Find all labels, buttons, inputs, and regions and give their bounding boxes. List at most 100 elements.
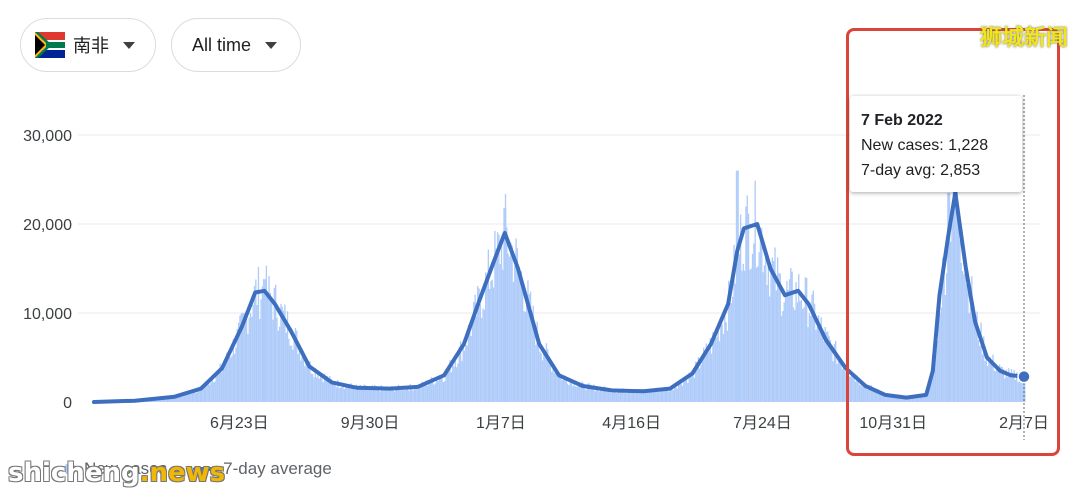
new-cases-bar (499, 264, 501, 402)
new-cases-bar (525, 303, 528, 402)
new-cases-bar (240, 313, 242, 402)
new-cases-bar (437, 381, 439, 402)
new-cases-bar (883, 395, 886, 402)
new-cases-bar (341, 387, 343, 402)
new-cases-bar (467, 325, 470, 402)
new-cases-bar (964, 266, 966, 402)
new-cases-bar (296, 330, 298, 402)
new-cases-bar (490, 280, 492, 402)
new-cases-bar (473, 301, 475, 402)
new-cases-bar (379, 391, 381, 402)
new-cases-bar (680, 383, 682, 402)
new-cases-bar (540, 353, 542, 402)
new-cases-bar (524, 311, 526, 402)
new-cases-bar (786, 280, 788, 402)
new-cases-bar (426, 385, 429, 402)
y-tick-label: 20,000 (23, 217, 72, 234)
new-cases-bar (811, 294, 813, 402)
new-cases-bar (927, 392, 929, 402)
new-cases-bar (527, 280, 529, 402)
new-cases-bar (210, 382, 212, 402)
new-cases-bar (589, 384, 591, 402)
new-cases-bar (969, 306, 972, 402)
new-cases-bar (562, 376, 565, 402)
new-cases-bar (656, 387, 659, 402)
watermark-bottom-left: shicheng.news (8, 458, 225, 488)
new-cases-bar (651, 391, 653, 402)
new-cases-bar (515, 238, 517, 402)
new-cases-bar (617, 391, 619, 402)
avg-legend-label: 7-day average (223, 459, 332, 478)
new-cases-bar (408, 390, 410, 402)
new-cases-bar (356, 386, 359, 402)
new-cases-bar (609, 388, 611, 402)
new-cases-bar (181, 395, 183, 402)
new-cases-bar (1024, 375, 1026, 402)
new-cases-bar (347, 386, 349, 402)
new-cases-bar (666, 390, 668, 402)
new-cases-bar (317, 373, 319, 402)
y-tick-label: 10,000 (23, 306, 72, 323)
new-cases-bar (239, 315, 241, 402)
new-cases-bar (722, 333, 725, 402)
new-cases-bar (733, 244, 735, 402)
new-cases-bar (278, 326, 281, 402)
new-cases-bar (523, 311, 525, 402)
new-cases-bar (700, 365, 702, 402)
new-cases-bar (314, 368, 316, 402)
new-cases-bar (449, 359, 451, 402)
new-cases-bar (940, 307, 943, 402)
new-cases-bar (500, 236, 503, 402)
new-cases-bar (935, 335, 937, 402)
new-cases-bar (956, 175, 958, 402)
new-cases-bar (325, 378, 327, 402)
new-cases-bar (237, 322, 240, 402)
new-cases-bar (177, 396, 179, 402)
new-cases-bar (265, 265, 268, 402)
region-filter-button[interactable]: 南非 (20, 18, 156, 72)
new-cases-bar (1005, 369, 1007, 402)
new-cases-bar (222, 369, 224, 402)
new-cases-bar (424, 384, 426, 402)
new-cases-bar (751, 253, 754, 402)
new-cases-bar (603, 386, 606, 402)
new-cases-peak-bar (503, 207, 507, 402)
time-range-filter-button[interactable]: All time (171, 18, 301, 72)
new-cases-bar (372, 387, 375, 402)
new-cases-bar (938, 299, 940, 402)
new-cases-bar (1020, 375, 1022, 402)
new-cases-bar (539, 351, 541, 402)
new-cases-bar (779, 273, 781, 402)
x-tick-label: 9月30日 (341, 415, 400, 432)
new-cases-bar (796, 302, 799, 402)
new-cases-bar (256, 305, 258, 402)
new-cases-bar (397, 384, 400, 402)
new-cases-bar (753, 243, 755, 402)
tooltip-new-cases: New cases: 1,228 (861, 137, 989, 154)
new-cases-bar (566, 383, 569, 402)
new-cases-bar (251, 316, 253, 402)
new-cases-bar (741, 270, 743, 402)
new-cases-bar (909, 398, 911, 402)
new-cases-bar (228, 355, 231, 402)
new-cases-bar (776, 257, 779, 402)
new-cases-bar (864, 386, 866, 402)
new-cases-bar (769, 296, 771, 402)
new-cases-bar (746, 195, 748, 402)
new-cases-bar (564, 375, 566, 402)
new-cases-bar (399, 386, 401, 402)
new-cases-bar (780, 315, 783, 402)
new-cases-bar (893, 396, 895, 402)
new-cases-bar (843, 367, 845, 402)
new-cases-bar (206, 381, 208, 402)
new-cases-bar (717, 323, 719, 402)
new-cases-bar (1000, 366, 1002, 402)
new-cases-bar (607, 388, 610, 402)
new-cases-bar (352, 387, 355, 402)
new-cases-bar (629, 392, 631, 402)
new-cases-bar (338, 387, 340, 402)
new-cases-bar (788, 279, 791, 402)
new-cases-peak-bar (735, 170, 739, 402)
new-cases-bar (774, 247, 776, 402)
